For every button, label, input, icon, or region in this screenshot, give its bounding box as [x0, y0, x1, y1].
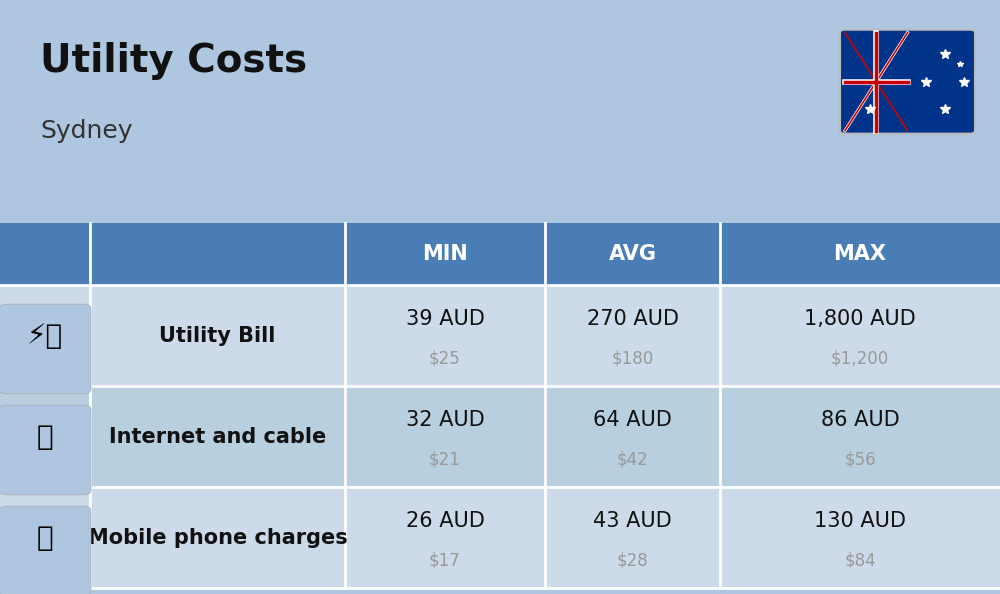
- Text: 39 AUD: 39 AUD: [406, 309, 484, 329]
- Text: 270 AUD: 270 AUD: [587, 309, 679, 329]
- Bar: [0, 285, 1000, 386]
- Bar: [0, 487, 1000, 588]
- Text: 26 AUD: 26 AUD: [406, 511, 484, 531]
- Text: $84: $84: [844, 551, 876, 569]
- Text: $180: $180: [611, 349, 654, 367]
- Text: 43 AUD: 43 AUD: [593, 511, 672, 531]
- Text: $56: $56: [844, 450, 876, 468]
- Text: Internet and cable: Internet and cable: [109, 426, 326, 447]
- Text: $21: $21: [429, 450, 461, 468]
- Text: Utility Bill: Utility Bill: [159, 326, 276, 346]
- Bar: [0, 386, 1000, 487]
- Text: 130 AUD: 130 AUD: [814, 511, 906, 531]
- Text: $1,200: $1,200: [831, 349, 889, 367]
- Text: 📶: 📶: [37, 422, 53, 451]
- Text: 86 AUD: 86 AUD: [821, 410, 899, 430]
- Text: 64 AUD: 64 AUD: [593, 410, 672, 430]
- FancyBboxPatch shape: [840, 30, 975, 134]
- Text: 1,800 AUD: 1,800 AUD: [804, 309, 916, 329]
- FancyBboxPatch shape: [0, 506, 91, 594]
- Text: Mobile phone charges: Mobile phone charges: [88, 527, 347, 548]
- Text: $17: $17: [429, 551, 461, 569]
- FancyBboxPatch shape: [0, 405, 91, 495]
- Text: $28: $28: [617, 551, 648, 569]
- Text: ⚡🔌: ⚡🔌: [27, 321, 63, 350]
- FancyBboxPatch shape: [0, 304, 91, 394]
- Text: Utility Costs: Utility Costs: [40, 42, 307, 80]
- Text: AVG: AVG: [609, 244, 657, 264]
- Text: MAX: MAX: [834, 244, 887, 264]
- Text: Sydney: Sydney: [40, 119, 132, 143]
- Text: $25: $25: [429, 349, 461, 367]
- Bar: [0, 223, 1000, 285]
- Text: $42: $42: [617, 450, 648, 468]
- Text: 📱: 📱: [37, 523, 53, 552]
- Text: MIN: MIN: [422, 244, 468, 264]
- Text: 32 AUD: 32 AUD: [406, 410, 484, 430]
